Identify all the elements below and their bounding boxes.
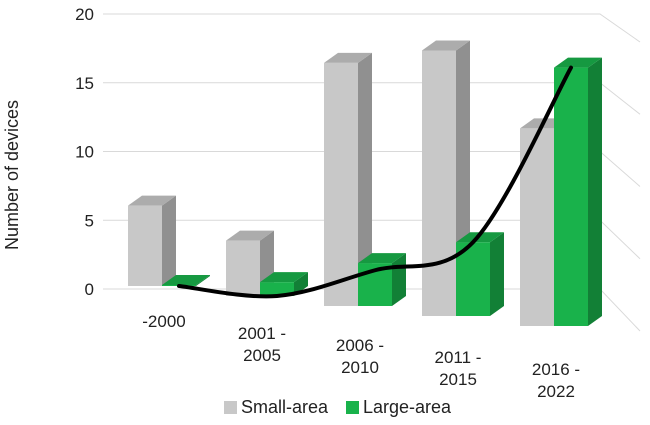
trend-line (177, 65, 573, 299)
bar-large-area-1 (260, 272, 308, 296)
bar-side (294, 272, 308, 296)
category-label: 2022 (537, 382, 575, 401)
y-tick-label: 10 (75, 143, 94, 162)
legend: Small-area Large-area (224, 397, 452, 417)
category-label: 2015 (439, 370, 477, 389)
bar-top (226, 230, 274, 241)
bar-large-area-4 (554, 57, 602, 326)
gridline (103, 13, 641, 43)
category-label: 2010 (341, 358, 379, 377)
category-labels: -2000 2001 - 2005 2006 - 2010 2011 - 2015 2016 … (142, 312, 580, 401)
bar-front (260, 282, 294, 296)
bar-side (490, 232, 504, 316)
category-label: 2016 - (532, 360, 580, 379)
legend-label-small-area: Small-area (241, 397, 329, 417)
category-label: 2005 (243, 346, 281, 365)
bar-side (196, 275, 210, 286)
bar-top (554, 57, 602, 68)
y-tick-label: 15 (75, 74, 94, 93)
bar-top (128, 195, 176, 206)
bar-side (358, 52, 372, 307)
bar-front (456, 242, 490, 316)
bar-small-area-2 (324, 52, 372, 307)
legend-swatch-small-area (224, 401, 237, 414)
bar-top (324, 52, 372, 63)
bar-front (128, 205, 162, 286)
bar-small-area-0 (128, 195, 176, 286)
y-tick-label: 5 (85, 211, 94, 230)
bar-top (260, 272, 308, 283)
bar-top (358, 253, 406, 264)
category-label: 2006 - (336, 336, 384, 355)
bar-side (162, 195, 176, 286)
bar-small-area-3 (422, 40, 470, 316)
legend-label-large-area: Large-area (363, 397, 452, 417)
y-tick-label: 20 (75, 5, 94, 24)
bar-top (422, 40, 470, 51)
legend-swatch-large-area (346, 401, 359, 414)
bar-side (588, 57, 602, 326)
bar-large-area-3 (456, 232, 504, 316)
bar-front (226, 240, 260, 296)
bar-front (324, 62, 358, 307)
bar-top (162, 275, 210, 285)
category-label: 2001 - (238, 324, 286, 343)
y-axis-label: Number of devices (2, 100, 22, 250)
y-tick-labels: 0 5 10 15 20 (75, 5, 94, 299)
bar-front (422, 50, 456, 316)
category-label: -2000 (142, 312, 185, 331)
bars (128, 40, 602, 327)
bar-large-area-2 (358, 253, 406, 306)
bar-front (554, 67, 588, 326)
category-label: 2011 - (435, 348, 482, 367)
y-tick-label: 0 (85, 280, 94, 299)
